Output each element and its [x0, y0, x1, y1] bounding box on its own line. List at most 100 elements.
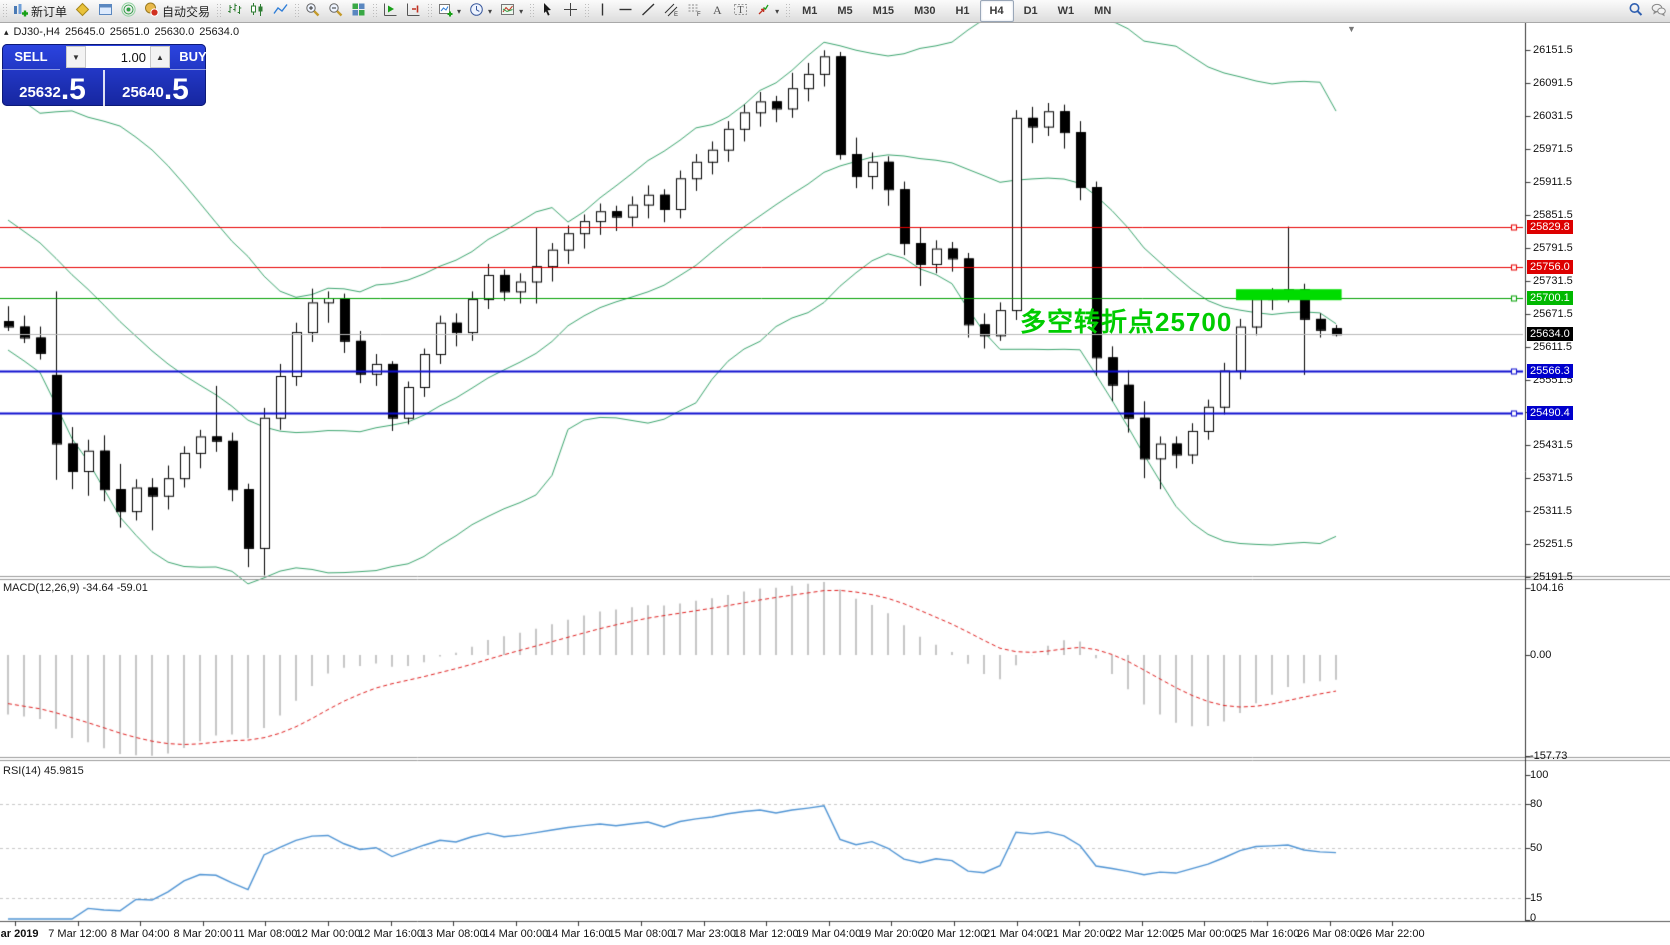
text-button[interactable]: A [706, 0, 729, 22]
rsi-axis-tick: 50 [1530, 841, 1543, 854]
sell-price-button[interactable]: 25632 .5 [2, 70, 105, 106]
buy-price-pip: .5 [163, 73, 189, 106]
price-axis-tick: 26151.5 [1533, 44, 1573, 56]
period-h4-label: H4 [989, 5, 1004, 17]
period-m30[interactable]: M30 [904, 0, 945, 22]
horizontal-line-icon [618, 2, 633, 20]
data-window-icon [98, 2, 113, 20]
horizontal-line-button[interactable] [614, 0, 637, 22]
time-axis-label: 26 Mar 08:00 [1297, 928, 1363, 940]
period-mn[interactable]: MN [1084, 0, 1121, 22]
text-icon: A [710, 2, 725, 20]
rsi-axis-tick: 100 [1530, 769, 1549, 781]
price-axis-tick: 25971.5 [1533, 142, 1573, 155]
trendline-icon [641, 2, 656, 20]
new-chart-dropdown-caret[interactable]: ▾ [457, 6, 462, 16]
time-axis-label: 21 Mar 20:00 [1046, 928, 1112, 940]
indicators-dropdown-caret[interactable]: ▾ [519, 6, 524, 16]
time-axis-label: 11 Mar 08:00 [233, 928, 298, 940]
toolbar-grip [294, 3, 300, 19]
chat-button[interactable] [1647, 0, 1670, 22]
toolbar-grip [584, 3, 590, 19]
period-m15-label: M15 [872, 5, 895, 17]
period-h4[interactable]: H4 [979, 0, 1014, 22]
fibonacci-button[interactable]: F [683, 0, 706, 22]
tile-windows-button[interactable] [347, 0, 370, 22]
search-button[interactable] [1624, 0, 1647, 22]
new-chart-button[interactable]: ▾ [434, 0, 465, 22]
text-label-icon: T [733, 2, 748, 20]
search-icon [1628, 2, 1643, 20]
chart-shift-button[interactable] [402, 0, 425, 22]
toolbar-grip [372, 3, 378, 19]
sell-button[interactable]: SELL [2, 44, 60, 70]
period-m1[interactable]: M1 [792, 0, 827, 22]
auto-scroll-button[interactable] [379, 0, 402, 22]
line-chart-button[interactable] [269, 0, 292, 22]
price-axis-tick: 25191.5 [1533, 571, 1573, 584]
period-m5[interactable]: M5 [827, 0, 862, 22]
equidistant-channel-icon: E [664, 2, 679, 20]
auto-trading-button[interactable]: 自动交易 [140, 0, 214, 22]
line-chart-icon [273, 2, 288, 20]
indicators-button[interactable]: ▾ [496, 0, 527, 22]
volume-decrease-button[interactable]: ▼ [66, 46, 86, 68]
ohlc-open: 25645.0 [65, 26, 105, 38]
candles-chart-button[interactable] [246, 0, 269, 22]
price-axis-tick: 26031.5 [1533, 109, 1573, 122]
new-order-label: 新订单 [31, 4, 68, 19]
crosshair-button[interactable] [559, 0, 582, 22]
period-m5-label: M5 [837, 5, 853, 17]
symbol-name: DJ30-,H4 [13, 26, 60, 38]
trendline-button[interactable] [637, 0, 660, 22]
vertical-line-icon [595, 2, 610, 20]
time-axis-label: 25 Mar 16:00 [1234, 928, 1300, 940]
data-window-button[interactable] [94, 0, 117, 22]
buy-price-button[interactable]: 25640 .5 [105, 70, 206, 106]
level-price-badge: 25756.0 [1527, 260, 1573, 275]
equidistant-channel-button[interactable]: E [660, 0, 683, 22]
volume-increase-button[interactable]: ▲ [150, 46, 170, 68]
period-d1[interactable]: D1 [1014, 0, 1048, 22]
svg-text:E: E [674, 12, 678, 17]
toolbar-grip [2, 3, 7, 19]
price-axis-tick: 25911.5 [1533, 175, 1572, 188]
text-label-button[interactable]: T [729, 0, 752, 22]
volume-input[interactable]: 1.00 [120, 49, 146, 65]
price-axis-tick: 25791.5 [1533, 241, 1573, 254]
time-axis-label: 8 Mar 20:00 [173, 928, 233, 940]
profiles-button[interactable]: ▾ [465, 0, 496, 22]
period-h1[interactable]: H1 [945, 0, 979, 22]
navigator-icon [121, 2, 136, 20]
period-m15[interactable]: M15 [863, 0, 904, 22]
market-watch-button[interactable] [71, 0, 94, 22]
macd-axis-tick: 0.00 [1530, 649, 1552, 661]
toolbar-grip [529, 3, 535, 19]
rsi-indicator-label: RSI(14) 45.9815 [3, 765, 84, 777]
one-click-trade-panel: SELL ▼ 1.00 ▲ BUY 25632 .5 25640 .5 [2, 44, 206, 106]
navigator-button[interactable] [117, 0, 140, 22]
new-order-button[interactable]: 新订单 [9, 0, 71, 22]
current-price-badge: 25634.0 [1527, 327, 1573, 342]
bars-chart-button[interactable] [223, 0, 246, 22]
chart-shift-icon [406, 2, 421, 20]
buy-button[interactable]: BUY [170, 44, 206, 70]
new-chart-icon [438, 2, 453, 20]
price-axis-tick: 25431.5 [1533, 439, 1573, 452]
arrows-dropdown-caret[interactable]: ▾ [775, 6, 780, 16]
arrows-button[interactable]: ▾ [752, 0, 783, 22]
time-axis-label: 12 Mar 00:00 [295, 928, 361, 940]
chart-marker-icon: ▴ [4, 26, 9, 37]
zoom-out-button[interactable] [324, 0, 347, 22]
profiles-dropdown-caret[interactable]: ▾ [488, 6, 493, 16]
trade-panel-prices: 25632 .5 25640 .5 [2, 70, 206, 106]
vertical-line-button[interactable] [591, 0, 614, 22]
market-watch-icon [75, 2, 90, 20]
bars-chart-icon [227, 2, 242, 20]
period-w1[interactable]: W1 [1048, 0, 1085, 22]
rsi-axis-tick: 0 [1530, 912, 1537, 924]
cursor-button[interactable] [536, 0, 559, 22]
zoom-in-button[interactable] [301, 0, 324, 22]
svg-text:F: F [697, 12, 701, 17]
